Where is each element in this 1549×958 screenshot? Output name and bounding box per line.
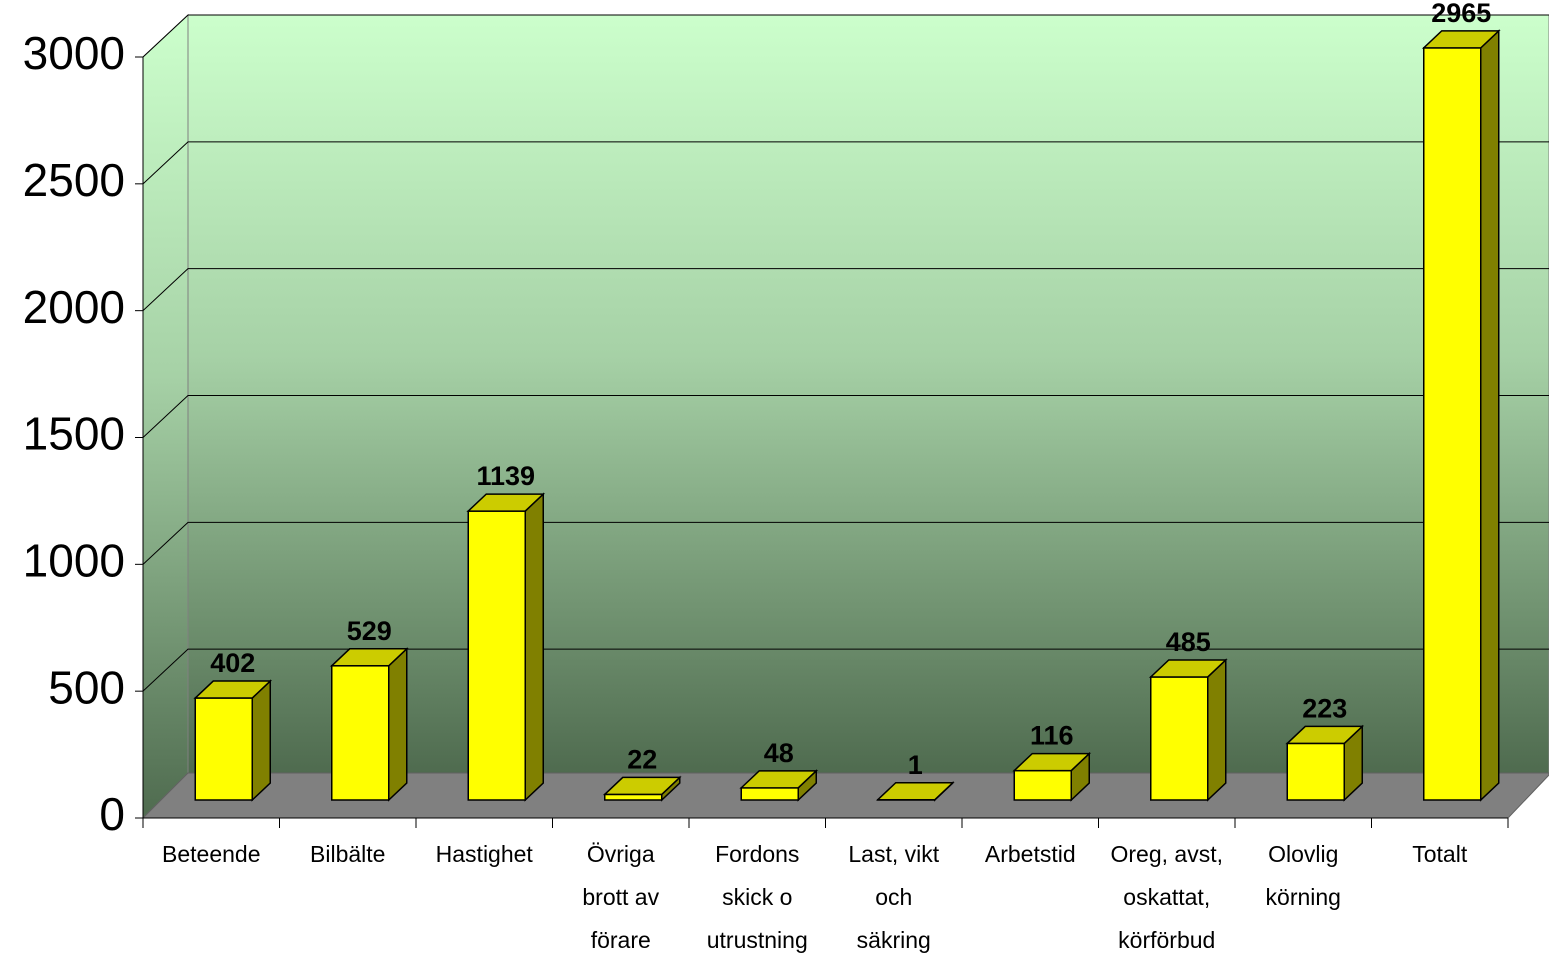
x-tick-label: Last, vikt och säkring (848, 841, 939, 953)
x-tick-label: Beteende (162, 841, 260, 867)
x-tick-label-line: Fordons (715, 841, 799, 867)
x-tick-label-line: Totalt (1412, 841, 1468, 867)
bar-front (1013, 769, 1072, 801)
grid-line (142, 268, 1549, 312)
bar-top (1012, 752, 1092, 772)
y-tick-label: 500 (48, 661, 125, 713)
value-label: 402 (210, 648, 255, 678)
bar-front (1286, 742, 1345, 801)
bar (1421, 29, 1501, 802)
bar-front (740, 787, 799, 801)
x-tick-label-line: Hastighet (436, 841, 534, 867)
value-label: 2965 (1431, 0, 1491, 28)
value-label: 529 (347, 616, 392, 646)
bar (466, 492, 546, 802)
grid-line (142, 14, 1549, 58)
value-label: 1 (908, 750, 923, 780)
bar-front (604, 793, 663, 801)
x-tick-label: Arbetstid (985, 841, 1076, 867)
bar (1012, 751, 1092, 802)
bar-side (1480, 29, 1500, 802)
x-tick-label-line: Bilbälte (310, 841, 385, 867)
x-tick-label-line: Arbetstid (985, 841, 1076, 867)
value-label: 22 (627, 745, 657, 775)
bar-side (251, 679, 271, 802)
x-tick-label-line: brott av (582, 884, 659, 910)
bar (193, 679, 273, 802)
value-label: 1139 (476, 461, 535, 491)
grid-line (142, 648, 1549, 692)
x-tick-label-line: Last, vikt (848, 841, 939, 867)
x-tick-label-line: körförbud (1118, 927, 1215, 953)
y-tick-label: 1000 (23, 534, 125, 586)
bar-front (467, 510, 526, 801)
bar-top (1285, 725, 1365, 745)
x-tick-label-line: och (875, 884, 912, 910)
value-label: 48 (764, 738, 794, 768)
bar-side (388, 647, 408, 802)
bar-top (875, 781, 955, 801)
bar-top (1148, 659, 1228, 678)
bar-top (1421, 30, 1501, 49)
x-tick-label-line: Beteende (162, 841, 260, 867)
bar-front (194, 697, 253, 801)
bar-top (329, 648, 409, 667)
bars (193, 29, 1501, 802)
y-tick-label: 3000 (23, 27, 125, 79)
x-tick-label-line: körning (1266, 884, 1341, 910)
bar-top (466, 493, 546, 512)
x-tick-label-line: säkring (857, 927, 931, 953)
grid (142, 14, 1549, 692)
bar (875, 781, 955, 802)
grid-line (142, 521, 1549, 565)
bar-top (193, 680, 273, 699)
bar-front (331, 665, 390, 801)
bar (739, 769, 819, 802)
x-tick-label: Fordons skick o utrustning (707, 841, 808, 953)
x-tick-label: Hastighet (436, 841, 534, 867)
y-tick-label: 0 (99, 788, 125, 840)
bar-front (1423, 47, 1482, 801)
x-tick-label: Olovlig körning (1266, 841, 1341, 910)
bar (1285, 724, 1365, 802)
x-tick-label-line: utrustning (707, 927, 808, 953)
grid-line (142, 395, 1549, 438)
bar-front (1150, 676, 1209, 801)
grid-line (142, 141, 1549, 185)
x-tick-label-line: Olovlig (1268, 841, 1338, 867)
x-tick-label-line: oskattat, (1123, 884, 1210, 910)
x-tick-label-line: Övriga (587, 841, 655, 867)
bar-top (602, 776, 682, 796)
value-label: 485 (1166, 627, 1211, 657)
y-tick-label: 1500 (23, 408, 125, 460)
x-tick-label-line: förare (591, 927, 651, 953)
x-tick-label: Övriga brott av förare (582, 841, 659, 953)
y-tick-label: 2000 (23, 281, 125, 333)
bar (1148, 658, 1228, 802)
x-tick-label: Totalt (1412, 841, 1468, 867)
value-label: 223 (1302, 694, 1347, 724)
x-tick-label: Bilbälte (310, 841, 385, 867)
x-tick-label-line: Oreg, avst, (1111, 841, 1223, 867)
x-tick-label-line: skick o (722, 884, 792, 910)
value-label: 116 (1030, 721, 1074, 751)
bar (329, 647, 409, 802)
bar-side (1207, 658, 1227, 802)
bar-side (524, 492, 544, 802)
bar (602, 775, 682, 802)
bar-top (739, 770, 819, 789)
x-tick-label: Oreg, avst, oskattat, körförbud (1111, 841, 1223, 953)
y-tick-label: 2500 (23, 154, 125, 206)
